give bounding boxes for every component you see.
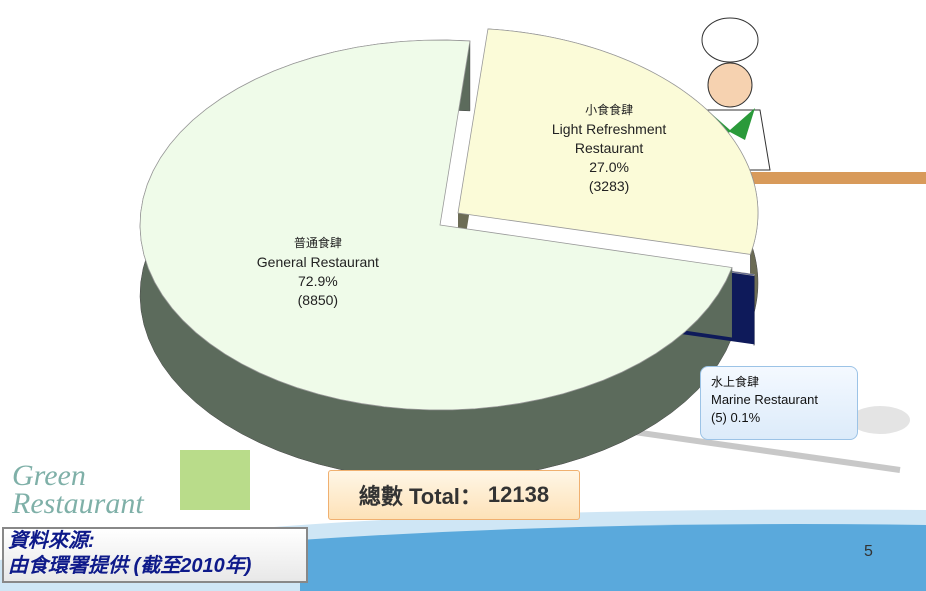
epd-logo [180,450,250,510]
marine-callout: 水上食肆 Marine Restaurant (5) 0.1% [700,366,858,440]
value-label: 72.9% [298,272,338,289]
page-number: 5 [864,543,873,560]
count-label: (8850) [297,291,339,308]
value-label: 0.1% [730,410,761,425]
bottom-swoosh-dark [300,524,926,591]
chef-head [707,62,753,108]
category-zh: 小食食肆 [585,103,634,118]
category-zh: 普通食肆 [293,235,342,250]
pie-slice [139,39,733,411]
slice-label: 普通食肆 General Restaurant 72.9% (8850) [238,234,398,310]
total-box: 總數 Total： 12138 [328,470,580,520]
value-label: 27.0% [589,159,629,176]
spoon-decoration [850,406,910,434]
fork-decoration [619,427,901,473]
logo: Green Restaurant [12,459,144,520]
chef-hat [701,17,759,63]
count-label: (3283) [588,178,630,195]
category: General Restaurant [256,253,379,270]
category: Light Refreshment Restaurant [551,121,667,157]
category: Marine Restaurant [711,392,818,407]
source-title: 資料來源: [8,530,95,552]
count-label: (5) [711,410,727,425]
category-zh: 水上食肆 [711,375,760,389]
slice-label: 小食食肆 Light Refreshment Restaurant 27.0% (32… [529,101,689,196]
pie-slice [457,28,759,255]
source-text: 由食環署提供 (截至2010年) [8,555,252,577]
total-label: 總數 Total： [358,484,482,509]
total-value: 12138 [487,482,550,507]
source-box: 資料來源: 由食環署提供 (截至2010年) [2,527,308,583]
